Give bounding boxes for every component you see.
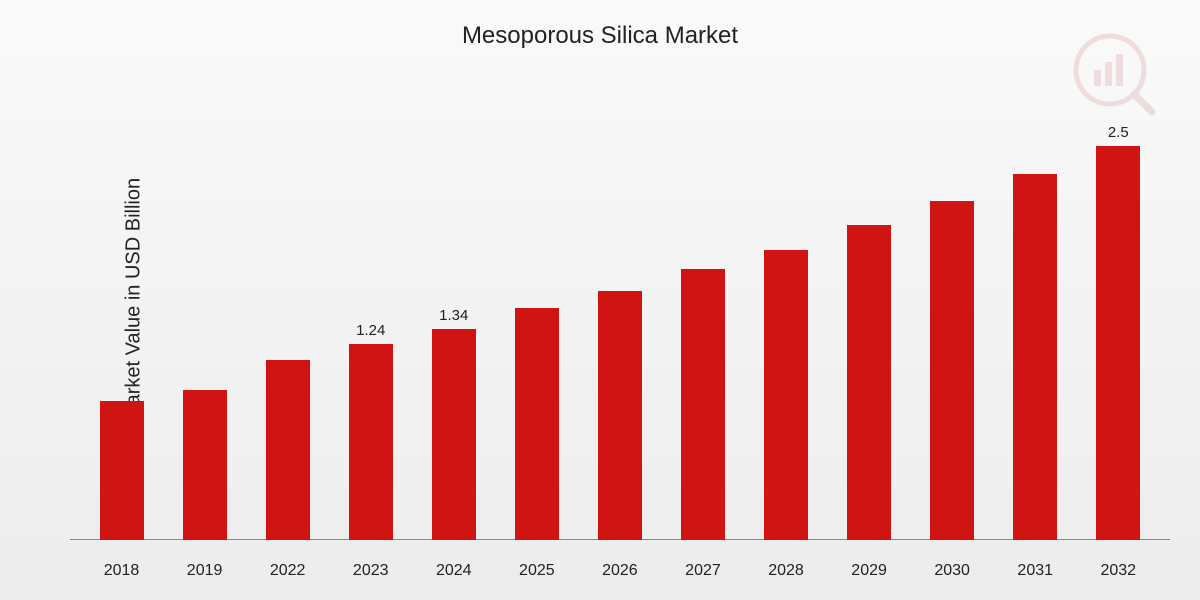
bar-wrap: [507, 286, 567, 540]
bar: [432, 329, 476, 540]
bar-wrap: [92, 379, 152, 540]
bar: [266, 360, 310, 540]
x-tick-label: 2024: [424, 562, 484, 580]
bar: [930, 201, 974, 540]
bar-wrap: [258, 338, 318, 540]
bar-wrap: [1005, 152, 1065, 540]
bar: [1013, 174, 1057, 540]
x-tick-label: 2026: [590, 562, 650, 580]
x-tick-label: 2030: [922, 562, 982, 580]
bar-wrap: [175, 368, 235, 540]
bar: [349, 344, 393, 540]
x-tick-label: 2032: [1088, 562, 1148, 580]
bar-wrap: [590, 269, 650, 540]
bar: [183, 390, 227, 540]
bar-wrap: 1.34: [424, 307, 484, 540]
bar-wrap: [756, 228, 816, 540]
x-tick-label: 2018: [92, 562, 152, 580]
plot-area: 1.241.342.5: [70, 130, 1170, 540]
x-tick-label: 2023: [341, 562, 401, 580]
x-tick-label: 2022: [258, 562, 318, 580]
bars-container: 1.241.342.5: [70, 130, 1170, 540]
bar: [515, 308, 559, 540]
bar-value-label: 2.5: [1108, 124, 1129, 142]
bar: [1096, 146, 1140, 540]
chart-title: Mesoporous Silica Market: [0, 22, 1200, 50]
x-tick-label: 2027: [673, 562, 733, 580]
x-axis-ticks: 2018 2019 2022 2023 2024 2025 2026 2027 2028 2029…: [70, 562, 1170, 580]
bar-wrap: [673, 247, 733, 540]
x-tick-label: 2031: [1005, 562, 1065, 580]
x-tick-label: 2029: [839, 562, 899, 580]
bar-wrap: [922, 179, 982, 540]
bar-wrap: [839, 203, 899, 540]
bar: [100, 401, 144, 540]
watermark-logo: [1070, 30, 1160, 125]
bar: [847, 225, 891, 540]
bar-value-label: 1.24: [356, 322, 385, 340]
bar-value-label: 1.34: [439, 307, 468, 325]
x-tick-label: 2028: [756, 562, 816, 580]
bar: [598, 291, 642, 540]
x-tick-label: 2019: [175, 562, 235, 580]
bar: [764, 250, 808, 540]
bar: [681, 269, 725, 540]
bar-wrap: 1.24: [341, 322, 401, 540]
x-tick-label: 2025: [507, 562, 567, 580]
bar-wrap: 2.5: [1088, 124, 1148, 540]
